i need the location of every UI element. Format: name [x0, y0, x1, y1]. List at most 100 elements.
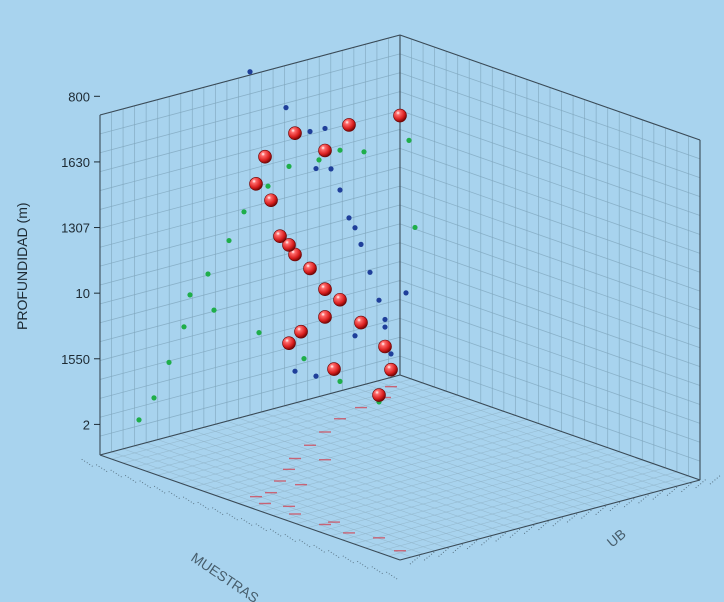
red-data-point: [258, 149, 272, 164]
floor-grid-b: [307, 447, 608, 528]
floor-grid-a: [157, 439, 458, 545]
z-tick-label: 800: [68, 89, 90, 104]
floor-right-tick: ·····: [677, 478, 695, 495]
left-wall-hgrid: [99, 53, 401, 135]
green-data-point: [136, 417, 142, 423]
right-top-edge: [399, 34, 701, 141]
red-data-point: [282, 238, 296, 252]
green-data-point: [187, 292, 193, 298]
blue-data-point: [307, 128, 313, 135]
right-wall-hgrid: [399, 242, 701, 349]
green-data-point: [265, 183, 271, 189]
blue-data-point: [367, 269, 373, 275]
right-wall-hgrid: [399, 261, 701, 368]
red-data-point: [378, 339, 392, 354]
red-data-point: [327, 362, 341, 376]
floor-grid-b: [353, 463, 654, 545]
left-wall-hgrid: [99, 261, 401, 343]
left-wall-hgrid: [99, 299, 401, 380]
left-wall-hgrid: [99, 355, 401, 437]
red-data-point: [318, 310, 332, 324]
right-wall-hgrid: [399, 355, 701, 462]
right-wall-hgrid: [399, 53, 701, 160]
blue-data-point: [283, 105, 289, 111]
right-wall-hgrid: [399, 129, 701, 235]
left-wall-hgrid: [99, 147, 401, 229]
blue-data-point: [388, 351, 394, 357]
red-data-point: [318, 282, 332, 297]
left-wall-hgrid: [99, 336, 401, 418]
green-data-point: [301, 356, 307, 362]
floor-right-tick: ·····: [534, 517, 552, 534]
blue-data-point: [352, 225, 358, 231]
right-wall-hgrid: [399, 166, 701, 273]
floor-grid-b: [261, 431, 562, 512]
right-wall-hgrid: [399, 185, 701, 292]
green-data-point: [241, 209, 247, 215]
floor-grid-a: [226, 420, 528, 527]
floor-grid-a: [238, 417, 539, 524]
blue-data-point: [358, 241, 364, 247]
x-axis-title: MUESTRAS: [188, 549, 261, 602]
z-tick-label: 1630: [61, 155, 90, 170]
floor-front-right-edge: [399, 479, 701, 561]
floor-right-tick: ·····: [706, 471, 724, 488]
left-top-edge: [99, 34, 401, 116]
green-data-point: [316, 157, 322, 163]
z-axis-title: PROFUNDIDAD (m): [14, 202, 30, 330]
floor-front-left-edge: [99, 454, 401, 561]
blue-data-point: [328, 166, 334, 172]
left-wall-hgrid: [99, 185, 401, 267]
green-data-point: [256, 330, 262, 336]
blue-data-point: [382, 324, 388, 330]
right-wall-hgrid: [399, 147, 701, 254]
floor-right-tick: ·····: [406, 551, 424, 568]
floor-grid-b: [319, 451, 620, 533]
floor-grid-a: [169, 436, 470, 542]
floor-grid-b: [284, 439, 585, 520]
blue-data-point: [247, 69, 253, 75]
floor-grid-a: [203, 427, 504, 533]
right-wall-hgrid: [399, 299, 701, 405]
green-data-point: [337, 147, 343, 153]
green-data-point: [406, 137, 412, 143]
blue-data-point: [313, 373, 319, 379]
floor-grid-a: [146, 442, 447, 548]
chart-frames: [99, 34, 701, 561]
left-wall-hgrid: [99, 129, 401, 210]
red-data-point: [273, 229, 287, 243]
floor-grid-a: [180, 433, 481, 539]
floor-grid-b: [249, 427, 551, 508]
left-wall-hgrid: [99, 317, 401, 399]
green-data-point: [211, 307, 217, 313]
z-tick-label: 2: [83, 417, 90, 432]
floor-right-tick: ·····: [663, 482, 681, 499]
red-data-point: [393, 108, 407, 123]
floor-right-tick: ·····: [520, 520, 538, 537]
red-data-point: [354, 315, 368, 330]
green-data-point: [337, 378, 343, 384]
green-data-point: [205, 271, 211, 277]
left-wall-hgrid: [99, 223, 401, 305]
green-data-point: [286, 163, 292, 169]
floor-back-left-edge: [99, 374, 401, 456]
red-data-point: [282, 336, 296, 350]
right-wall-hgrid: [399, 204, 701, 311]
floor-grid-a: [122, 448, 424, 555]
left-wall-hgrid: [99, 91, 401, 173]
right-wall-hgrid: [399, 336, 701, 443]
y-axis-title: UB: [604, 526, 629, 551]
floor-right-tick: ·····: [420, 547, 438, 564]
green-data-point: [361, 149, 367, 155]
floor-tick-labels: ········································…: [78, 454, 723, 583]
floor-right-tick: ·····: [577, 505, 595, 522]
green-data-point: [166, 359, 172, 365]
blue-data-point: [352, 333, 358, 339]
floor-right-tick: ·····: [620, 494, 638, 511]
floor-right-tick: ·····: [563, 509, 581, 526]
z-tick-label: 1307: [61, 221, 90, 236]
z-axis-ticks: 2 1550 10 1307 1630 800: [61, 89, 100, 432]
floor-right-tick: ·····: [491, 528, 509, 545]
